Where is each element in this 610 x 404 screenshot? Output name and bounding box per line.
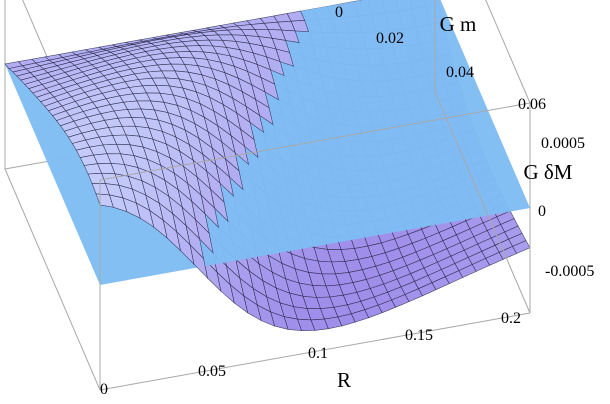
box-edge [4, 168, 101, 391]
x-tick-label: 0.2 [501, 310, 521, 327]
surface-patch [290, 19, 309, 33]
surface-patch [189, 243, 208, 280]
box-edge [434, 91, 531, 314]
surface-patch [512, 240, 531, 254]
box-edge [99, 312, 531, 391]
x-tick-label: 0.15 [405, 327, 433, 344]
surface-patch [230, 134, 249, 166]
z-tick-label: 0.0005 [541, 135, 585, 152]
x-tick-label: 0.1 [308, 345, 328, 362]
surface-patch [225, 158, 244, 191]
surface-patch [215, 164, 234, 197]
surface-patch [281, 29, 300, 43]
box-edge [485, 0, 531, 104]
z-axis-label: G δM [524, 160, 573, 184]
y-tick-label: 0 [335, 4, 343, 21]
surface-patch [210, 188, 229, 223]
surface-upper-part [4, 10, 309, 280]
surface-patch [275, 48, 294, 67]
surface-patch [255, 98, 274, 126]
surface-patch [240, 128, 259, 159]
surface-patch [200, 194, 219, 229]
y-axis-label: G m [440, 12, 477, 36]
y-tick-label: 0.02 [376, 30, 404, 47]
x-tick-label: 0 [100, 381, 108, 398]
surface-patch [245, 105, 264, 133]
y-tick-label: 0.04 [446, 64, 474, 81]
y-tick-label: 0.06 [518, 96, 546, 113]
surface-patch [266, 56, 285, 77]
bounding-box-front [99, 0, 531, 391]
surface-patch [195, 218, 214, 254]
x-axis-label: R [337, 368, 351, 392]
x-tick-label: 0.05 [198, 363, 226, 380]
box-edge [99, 102, 531, 181]
z-tick-label: 0 [538, 203, 546, 220]
z-tick-label: -0.0005 [545, 263, 594, 280]
surface-patch [260, 77, 279, 101]
